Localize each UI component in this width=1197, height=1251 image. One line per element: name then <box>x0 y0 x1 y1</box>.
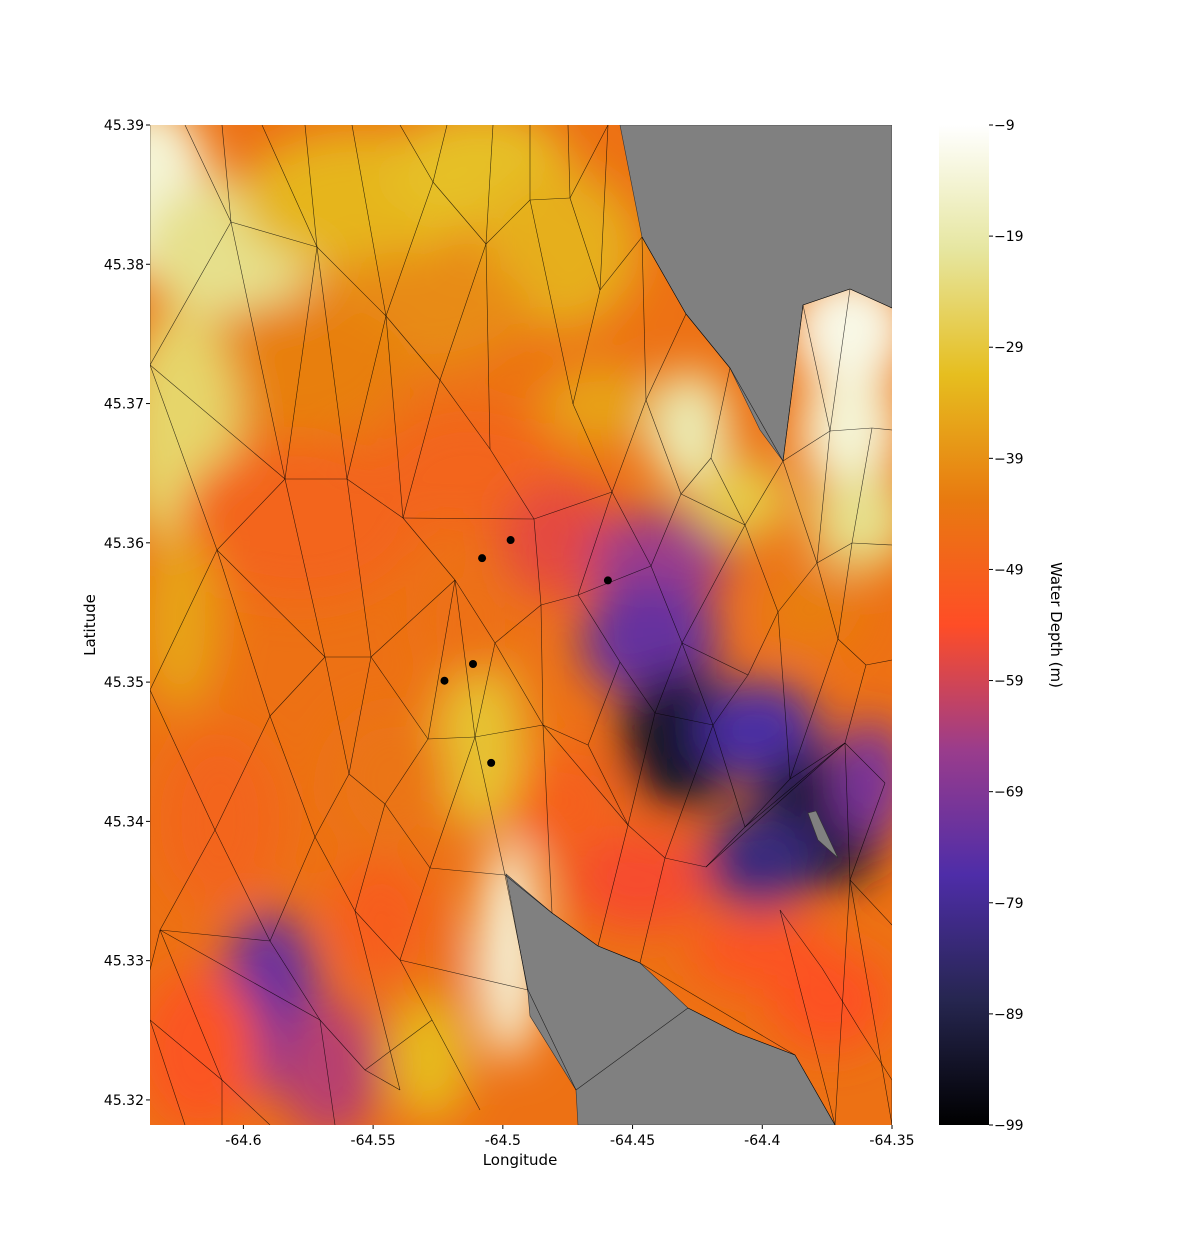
x-axis-ticks: -64.6 -64.55 -64.5 -64.45 -64.4 -64.35 <box>225 1125 915 1149</box>
x-tick-label: -64.6 <box>225 1133 261 1149</box>
station-point <box>487 758 496 767</box>
station-point <box>506 536 515 545</box>
colorbar-tick-label: −79 <box>994 896 1024 912</box>
station-point <box>440 676 449 685</box>
x-axis-title: Longitude <box>483 1151 558 1169</box>
station-points <box>440 536 612 767</box>
colorbar-tick-label: −99 <box>994 1118 1024 1134</box>
station-point <box>478 554 487 563</box>
colorbar-ticks: −9 −19 −29 −39 −49 −59 −69 −79 −89 −99 <box>989 118 1024 1134</box>
colorbar-tick-label: −9 <box>994 118 1015 134</box>
colorbar-tick-label: −69 <box>994 785 1024 801</box>
land-islet <box>807 810 839 859</box>
x-tick-label: -64.55 <box>351 1133 396 1149</box>
y-tick-label: 45.37 <box>104 397 144 413</box>
colorbar-gradient <box>939 125 989 1125</box>
colorbar-tick-label: −29 <box>994 340 1024 356</box>
y-tick-label: 45.36 <box>104 536 144 552</box>
x-tick-label: -64.5 <box>485 1133 521 1149</box>
colorbar-tick-label: −49 <box>994 562 1024 578</box>
colorbar-tick-label: −39 <box>994 451 1024 467</box>
station-point <box>603 576 612 585</box>
x-tick-label: -64.45 <box>610 1133 655 1149</box>
y-tick-label: 45.35 <box>104 675 144 691</box>
y-tick-label: 45.33 <box>104 954 144 970</box>
triangle-mesh <box>150 125 892 1125</box>
y-tick-label: 45.39 <box>104 118 144 134</box>
colorbar-tick-label: −59 <box>994 674 1024 690</box>
y-axis-title: Latitude <box>81 594 99 656</box>
y-axis-ticks: 45.32 45.33 45.34 45.35 45.36 45.37 45.38 45.39 <box>104 118 150 1109</box>
colorbar-tick-label: −19 <box>994 229 1024 245</box>
x-tick-label: -64.35 <box>869 1133 914 1149</box>
plot-area: -64.6 -64.55 -64.5 -64.45 -64.4 -64.35 45.324… <box>81 118 915 1169</box>
station-point <box>469 659 478 668</box>
colorbar: −9 −19 −29 −39 −49 −59 −69 −79 −89 −99 Water Dept… <box>939 118 1065 1134</box>
x-tick-label: -64.4 <box>744 1133 780 1149</box>
colorbar-tick-label: −89 <box>994 1007 1024 1023</box>
y-tick-label: 45.38 <box>104 257 144 273</box>
colorbar-title: Water Depth (m) <box>1047 562 1065 688</box>
y-tick-label: 45.34 <box>104 814 144 830</box>
y-tick-label: 45.32 <box>104 1093 144 1109</box>
